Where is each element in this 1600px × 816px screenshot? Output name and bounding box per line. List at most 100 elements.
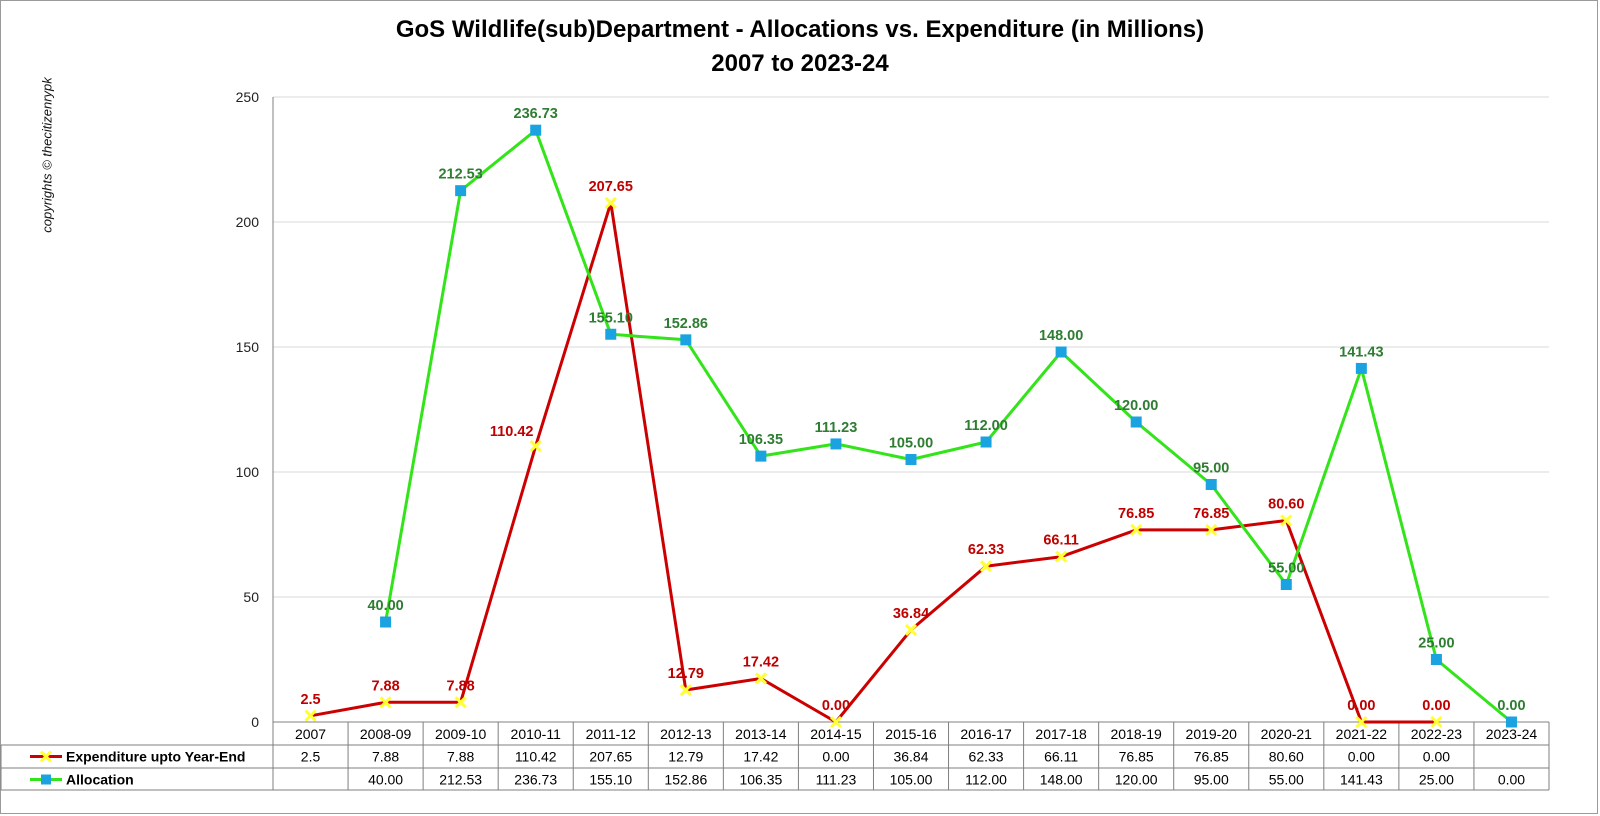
data-label: 76.85	[1118, 506, 1154, 522]
data-point	[455, 185, 467, 197]
x-tick-label: 2012-13	[660, 726, 712, 742]
data-label: 0.00	[1422, 698, 1450, 714]
data-label: 36.84	[893, 606, 929, 622]
data-label: 212.53	[438, 167, 482, 183]
data-label: 148.00	[1039, 328, 1083, 344]
table-cell: 40.00	[368, 772, 403, 788]
data-point	[529, 439, 542, 453]
table-cell: 0.00	[1348, 749, 1375, 765]
table-cell: 106.35	[739, 772, 782, 788]
data-point	[1430, 654, 1442, 665]
data-point	[604, 196, 617, 209]
data-label: 25.00	[1418, 636, 1454, 652]
data-label: 120.00	[1114, 398, 1158, 414]
y-axis: 0 50 100 150 200 250	[236, 89, 274, 730]
y-tick-label: 250	[236, 89, 260, 105]
data-point	[904, 623, 918, 636]
table-cell: 0.00	[1498, 772, 1525, 788]
data-label: 7.88	[447, 678, 475, 694]
grid-lines	[273, 96, 1549, 723]
table-cell: 112.00	[965, 772, 1007, 788]
data-label: 40.00	[367, 598, 403, 614]
data-point	[1055, 550, 1068, 563]
data-point	[1355, 362, 1367, 374]
x-tick-label: 2020-21	[1261, 726, 1313, 742]
table-cell: 207.65	[589, 749, 632, 765]
series-lines	[310, 128, 1513, 724]
data-point	[1280, 579, 1292, 590]
data-label: 55.00	[1268, 561, 1304, 577]
y-tick-label: 0	[251, 714, 259, 730]
data-label: 62.33	[968, 542, 1004, 558]
x-tick-label: 2023-24	[1486, 726, 1538, 742]
data-label: 155.10	[589, 310, 633, 326]
table-cell: 66.11	[1044, 749, 1078, 765]
data-label: 7.88	[371, 678, 399, 694]
data-point	[1130, 416, 1142, 428]
y-tick-label: 100	[236, 464, 260, 480]
x-tick-label: 2015-16	[885, 726, 937, 742]
data-label: 111.23	[815, 420, 858, 436]
y-tick-label: 150	[236, 339, 260, 355]
data-point	[380, 616, 392, 628]
x-tick-label: 2017-18	[1035, 726, 1087, 742]
table-cell: 17.42	[743, 749, 778, 765]
data-point	[1280, 514, 1293, 527]
table-cell: 155.10	[589, 772, 632, 788]
table-cell: 62.33	[969, 749, 1004, 765]
data-label: 0.00	[822, 698, 850, 714]
data-point	[1430, 715, 1443, 729]
table-cell: 2.5	[301, 749, 321, 765]
data-label: 106.35	[739, 432, 783, 448]
data-point	[680, 334, 692, 346]
table-cell: 111.23	[816, 772, 857, 788]
table-cell: 0.00	[822, 749, 849, 765]
x-tick-label: 2011-12	[586, 726, 637, 742]
x-tick-label: 2009-10	[435, 726, 487, 742]
data-point	[755, 450, 767, 462]
data-label: 110.42	[490, 424, 534, 440]
data-label: 0.00	[1347, 698, 1375, 714]
data-label: 95.00	[1193, 461, 1229, 477]
data-point	[304, 709, 317, 722]
x-tick-label: 2019-20	[1186, 726, 1238, 742]
chart-subtitle: 2007 to 2023-24	[711, 50, 889, 77]
table-cell: 76.85	[1194, 749, 1229, 765]
data-label: 80.60	[1268, 497, 1304, 513]
x-tick-label: 2022-23	[1411, 726, 1463, 742]
legend-label: Allocation	[66, 772, 134, 788]
table-cell: 95.00	[1194, 772, 1229, 788]
data-point	[530, 124, 542, 136]
data-point	[1505, 716, 1517, 728]
data-label: 152.86	[664, 316, 708, 332]
data-point	[605, 328, 617, 340]
series-markers	[304, 124, 1517, 729]
data-point	[754, 672, 767, 685]
data-label: 207.65	[589, 179, 633, 195]
data-point	[679, 683, 692, 697]
data-label: 236.73	[514, 106, 558, 122]
table-cell: 55.00	[1269, 772, 1304, 788]
table-cell: 152.86	[664, 772, 707, 788]
table-cell: 76.85	[1119, 749, 1154, 765]
chart-title: GoS Wildlife(sub)Department - Allocation…	[395, 16, 1205, 43]
legend-key-marker	[41, 774, 51, 785]
table-cell: 148.00	[1040, 772, 1083, 788]
data-label: 17.42	[743, 654, 779, 670]
series-line	[310, 201, 1437, 724]
table-cell: 141.43	[1340, 772, 1383, 788]
x-tick-label: 2016-17	[960, 726, 1012, 742]
data-labels: 2.5 7.88 7.88 110.42 207.65 12.79 17.42 0.00 36.…	[300, 106, 1525, 714]
data-point	[379, 696, 392, 709]
data-label: 2.5	[300, 692, 320, 708]
table-cell: 36.84	[893, 749, 928, 765]
data-point	[454, 696, 467, 709]
data-table: 2007 2008-09 2009-10 2010-11 2011-12 2012-13 2…	[0, 722, 1550, 791]
data-point	[980, 436, 992, 448]
y-tick-label: 50	[243, 589, 259, 605]
table-cell: 25.00	[1419, 772, 1454, 788]
table-cell: 7.88	[447, 749, 474, 765]
table-cell: 120.00	[1115, 772, 1158, 788]
